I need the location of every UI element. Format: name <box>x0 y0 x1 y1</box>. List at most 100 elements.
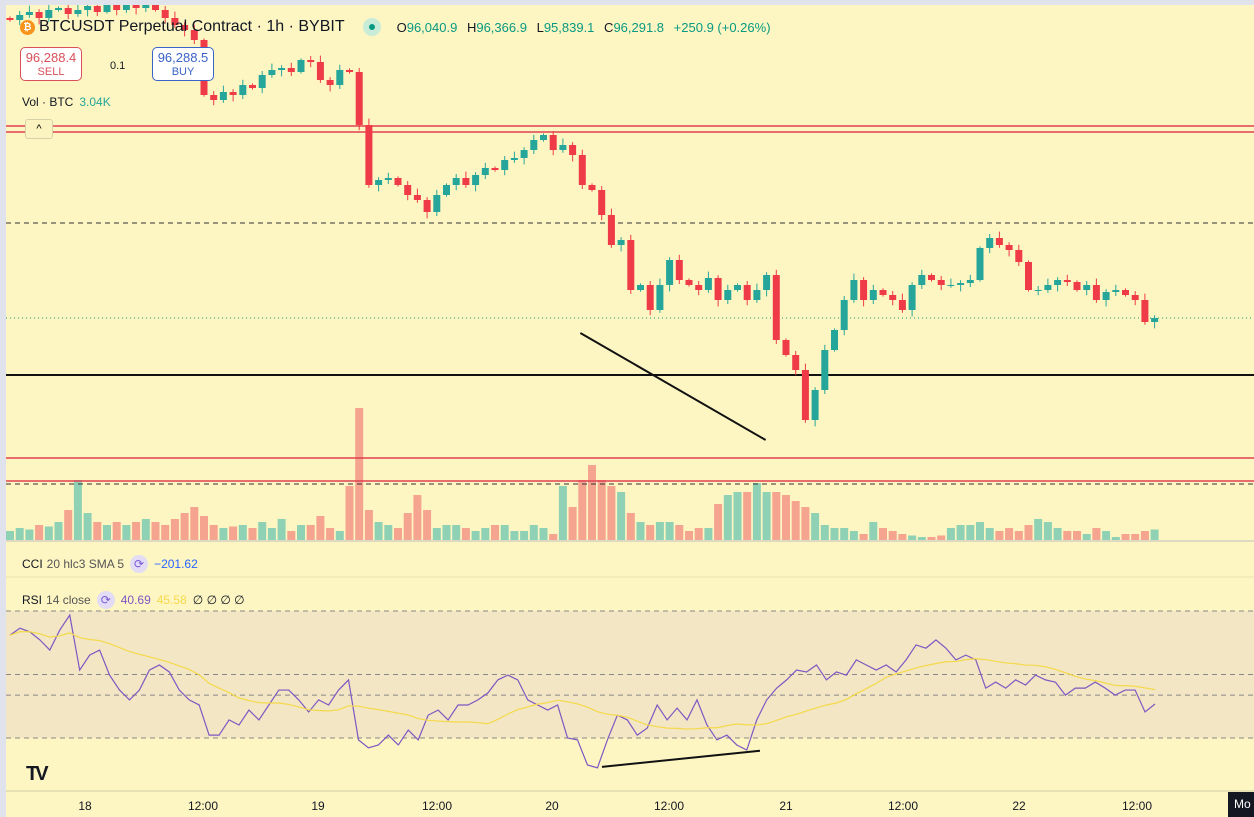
candle-body <box>937 280 945 285</box>
volume-bar <box>558 486 567 540</box>
volume-bar <box>248 528 257 540</box>
volume-bar <box>258 522 267 540</box>
candle-body <box>549 135 557 150</box>
volume-bar <box>1150 529 1159 540</box>
candle-body <box>481 168 489 175</box>
sell-button[interactable]: 96,288.4 SELL <box>20 47 82 81</box>
candle-body <box>646 285 654 310</box>
candle-body <box>792 355 800 370</box>
volume-bar <box>471 531 480 540</box>
volume-bar <box>1043 522 1052 540</box>
volume-bar <box>520 531 529 540</box>
tradingview-logo[interactable]: TV <box>26 763 48 785</box>
volume-bar <box>752 483 761 540</box>
symbol-title[interactable]: BTCUSDT Perpetual Contract · 1h · BYBIT <box>39 18 345 35</box>
volume-bar <box>782 495 790 540</box>
volume-bar <box>500 525 509 540</box>
candle-body <box>307 60 315 62</box>
candle-body <box>142 5 150 8</box>
volume-bar <box>297 525 305 540</box>
volume-bar <box>54 522 63 540</box>
volume-bar <box>840 528 849 540</box>
candle-body <box>491 168 499 170</box>
volume-bar <box>93 522 102 540</box>
candle-body <box>559 145 567 150</box>
candle-body <box>35 12 43 18</box>
candle-body <box>462 178 470 185</box>
volume-bar <box>287 531 296 540</box>
volume-bar <box>306 525 315 540</box>
candle-body <box>724 290 732 300</box>
volume-bar <box>423 510 432 540</box>
cci-legend: CCI 20 hlc3 SMA 5 ⟳ −201.62 <box>22 555 198 573</box>
candle-body <box>685 280 693 285</box>
buy-button[interactable]: 96,288.5 BUY <box>152 47 214 81</box>
candle-body <box>1122 290 1129 295</box>
candle-body <box>25 12 33 15</box>
volume-bar <box>1005 528 1014 540</box>
volume-bar <box>374 522 383 540</box>
time-axis-label: 12:00 <box>653 799 685 813</box>
candle-body <box>947 285 955 286</box>
candle-body <box>995 238 1003 245</box>
candle-body <box>210 95 218 100</box>
candle-body <box>1092 285 1100 300</box>
rsi-legend: RSI 14 close ⟳ 40.69 45.58 ∅ ∅ ∅ ∅ <box>22 591 245 609</box>
candle-body <box>452 178 460 185</box>
candle-body <box>423 200 431 212</box>
volume-bar <box>44 526 53 540</box>
candle-body <box>336 70 344 85</box>
volume-bar <box>442 525 451 540</box>
volume-bar <box>927 537 936 540</box>
candle-body <box>578 155 586 185</box>
refresh-icon[interactable]: ⟳ <box>130 555 149 573</box>
chart-area[interactable]: ₿ BTCUSDT Perpetual Contract · 1h · BYBI… <box>6 5 1254 817</box>
volume-bar <box>452 525 461 540</box>
collapse-legend-button[interactable]: ^ <box>25 119 53 139</box>
candle-body <box>316 62 324 80</box>
candle-body <box>278 68 286 70</box>
volume-bar <box>675 525 684 540</box>
candle-body <box>45 10 53 18</box>
volume-bar <box>636 522 645 540</box>
candle-body <box>132 5 140 8</box>
order-quantity[interactable]: 0.1 <box>110 60 126 72</box>
volume-bar <box>510 531 519 540</box>
volume-bar <box>830 528 839 540</box>
candle-body <box>413 195 421 200</box>
volume-bar <box>685 531 693 540</box>
rsi-line <box>9 613 1156 769</box>
volume-bar <box>35 525 44 540</box>
candle-body <box>171 18 179 25</box>
candle-body <box>1054 280 1062 285</box>
ohlc-values: O96,040.9 H96,366.9 L95,839.1 C96,291.8 … <box>396 19 771 35</box>
candle-body <box>675 260 683 280</box>
candle-body <box>1063 280 1071 282</box>
volume-bar <box>937 535 946 540</box>
candle-body <box>1073 282 1081 290</box>
volume-bar <box>617 492 626 540</box>
candle-body <box>346 70 353 72</box>
candle-body <box>1034 290 1042 291</box>
volume-bar <box>976 522 984 540</box>
refresh-icon[interactable]: ⟳ <box>96 591 115 609</box>
candle-body <box>103 5 111 12</box>
volume-bar <box>1102 531 1111 540</box>
volume-bar <box>229 526 238 540</box>
candle-body <box>394 178 402 185</box>
volume-bar <box>655 522 664 540</box>
candle-body <box>898 300 906 310</box>
volume-bar <box>1014 531 1023 540</box>
candle-body <box>501 160 509 170</box>
volume-bar <box>103 525 111 540</box>
candle-body <box>704 278 712 290</box>
volume-bar <box>549 534 558 540</box>
candle-body <box>530 140 538 150</box>
chart-canvas[interactable] <box>6 5 1254 817</box>
volume-bar <box>704 528 713 540</box>
time-axis-label: 12:00 <box>421 799 453 813</box>
candle-body <box>918 275 926 285</box>
candle-body <box>16 15 24 20</box>
candle-body <box>695 285 703 290</box>
candle-body <box>1102 292 1110 300</box>
